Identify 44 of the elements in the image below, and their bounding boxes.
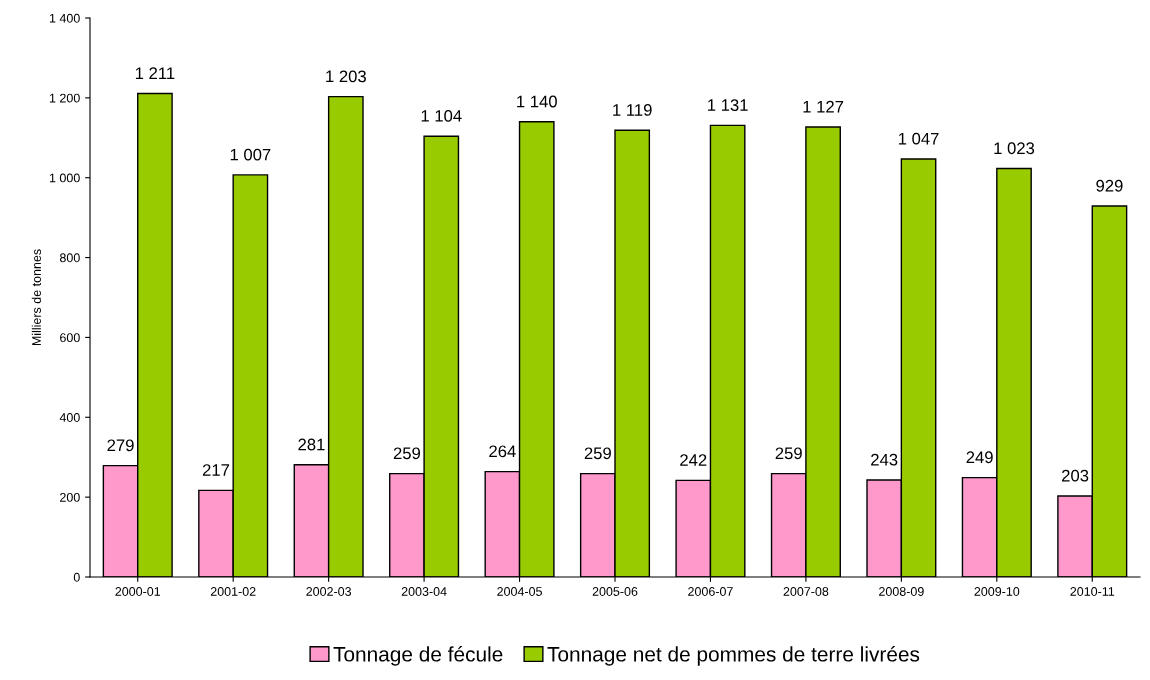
data-label: 264 <box>489 445 516 458</box>
data-label: 1 007 <box>230 148 271 161</box>
data-label: 243 <box>871 453 898 466</box>
data-label: 279 <box>107 439 134 452</box>
y-tick-label: 1 400 <box>49 13 80 23</box>
x-tick-label: 2008-09 <box>879 587 924 596</box>
legend-label: Tonnage de fécule <box>333 646 503 666</box>
data-label: 1 140 <box>517 95 557 108</box>
x-tick-label: 2009-10 <box>974 587 1020 596</box>
data-label: 1 131 <box>708 99 748 111</box>
y-tick-label: 200 <box>60 492 80 502</box>
x-tick-label: 2002-03 <box>306 587 352 596</box>
data-label: 259 <box>393 447 421 460</box>
data-label: 1 119 <box>613 103 652 116</box>
data-label: 281 <box>298 438 325 451</box>
x-tick-label: 2001-02 <box>210 587 256 596</box>
x-tick-label: 2006-07 <box>688 587 733 596</box>
data-label: 203 <box>1062 469 1089 482</box>
x-tick-label: 2007-08 <box>783 587 829 596</box>
y-axis-title: Milliers de tonnes <box>31 249 41 346</box>
data-label: 259 <box>584 447 611 460</box>
y-tick-label: 1 000 <box>49 173 80 183</box>
data-label: 249 <box>966 451 993 464</box>
data-label: 1 023 <box>994 142 1035 155</box>
y-tick-label: 1 200 <box>49 93 80 103</box>
data-label: 217 <box>202 464 230 476</box>
x-tick-label: 2005-06 <box>592 587 638 596</box>
data-label: 242 <box>680 454 707 466</box>
legend-label: Tonnage net de pommes de terre livrées <box>547 646 920 666</box>
data-label: 1 211 <box>135 67 175 79</box>
data-label: 1 104 <box>421 109 462 122</box>
x-tick-label: 2003-04 <box>401 587 447 596</box>
data-label: 929 <box>1096 179 1123 192</box>
x-tick-label: 2004-05 <box>497 587 542 596</box>
data-label: 1 127 <box>803 100 844 113</box>
y-tick-label: 800 <box>59 253 80 263</box>
data-label: 259 <box>775 447 802 460</box>
x-tick-label: 2000-01 <box>115 587 161 596</box>
y-tick-label: 400 <box>59 413 80 422</box>
y-tick-label: 600 <box>60 333 80 343</box>
data-label: 1 203 <box>326 70 366 83</box>
y-tick-label: 0 <box>73 572 80 582</box>
x-tick-label: 2010-11 <box>1070 587 1115 596</box>
data-label: 1 047 <box>898 132 939 145</box>
